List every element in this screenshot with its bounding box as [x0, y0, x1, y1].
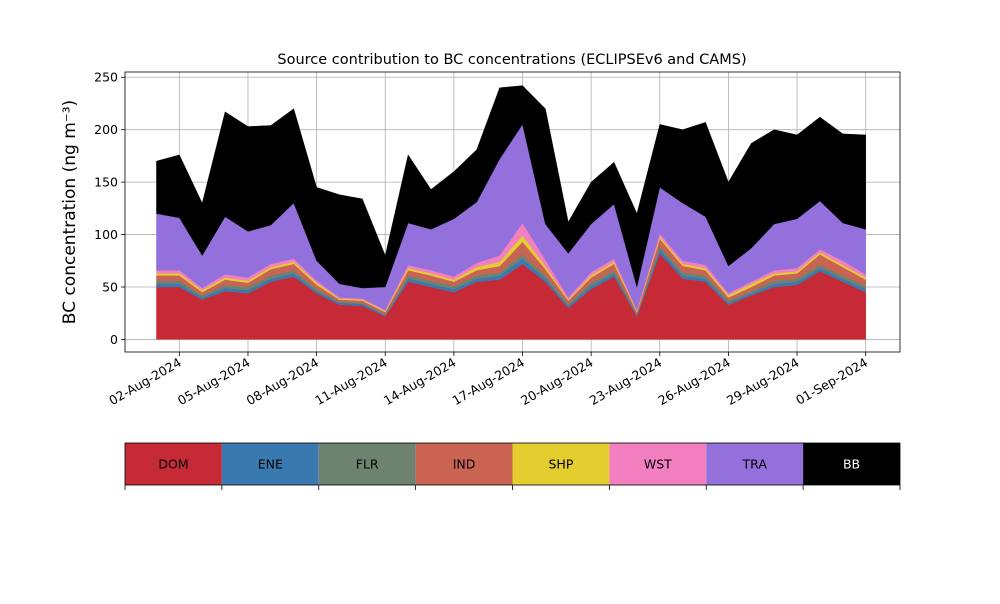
- legend-label-ene: ENE: [258, 457, 283, 472]
- legend-label-ind: IND: [453, 457, 476, 472]
- legend-swatch-tra: [706, 443, 804, 485]
- x-tick-label: 20-Aug-2024: [518, 355, 596, 408]
- x-tick-label: 17-Aug-2024: [449, 355, 527, 408]
- legend-swatch-ind: [415, 443, 513, 485]
- legend-swatch-wst: [609, 443, 707, 485]
- x-tick-label: 11-Aug-2024: [312, 355, 390, 408]
- x-tick-label: 02-Aug-2024: [106, 355, 184, 408]
- legend-label-tra: TRA: [742, 457, 768, 472]
- stacked-areas: [156, 85, 866, 340]
- y-tick-label: 50: [102, 279, 118, 294]
- x-tick-label: 23-Aug-2024: [587, 355, 665, 408]
- y-tick-label: 100: [94, 227, 118, 242]
- x-tick-label: 14-Aug-2024: [381, 355, 459, 408]
- x-tick-label: 05-Aug-2024: [175, 355, 253, 408]
- y-tick-label: 150: [94, 175, 118, 190]
- legend-swatch-ene: [221, 443, 319, 485]
- legend-swatch-dom: [125, 443, 222, 485]
- legend-label-flr: FLR: [356, 457, 379, 472]
- x-tick-label: 26-Aug-2024: [655, 355, 733, 408]
- area-bb: [156, 85, 866, 289]
- legend-label-shp: SHP: [549, 457, 574, 472]
- y-tick-label: 250: [94, 70, 118, 85]
- x-tick-label: 29-Aug-2024: [724, 355, 802, 408]
- legend-label-wst: WST: [644, 457, 672, 472]
- legend-swatch-shp: [512, 443, 610, 485]
- x-tick-label: 08-Aug-2024: [244, 355, 322, 408]
- legend: DOM ENE FLR IND SHP WST TRA BB: [124, 442, 901, 490]
- legend-swatch-flr: [318, 443, 416, 485]
- y-tick-label: 0: [110, 332, 118, 347]
- x-tick-label: 01-Sep-2024: [793, 355, 870, 408]
- y-axis-label: BC concentration (ng m⁻³): [60, 100, 80, 324]
- chart-title: Source contribution to BC concentrations…: [277, 52, 746, 68]
- legend-label-bb: BB: [843, 457, 860, 472]
- legend-label-dom: DOM: [158, 457, 188, 472]
- plot-frame: [124, 71, 901, 353]
- y-axis-ticks: 0 50 100 150 200 250: [94, 70, 125, 347]
- x-axis-ticks: 02-Aug-202405-Aug-202408-Aug-202411-Aug-…: [106, 352, 870, 408]
- legend-swatch-bb: [803, 443, 900, 485]
- y-tick-label: 200: [94, 122, 118, 137]
